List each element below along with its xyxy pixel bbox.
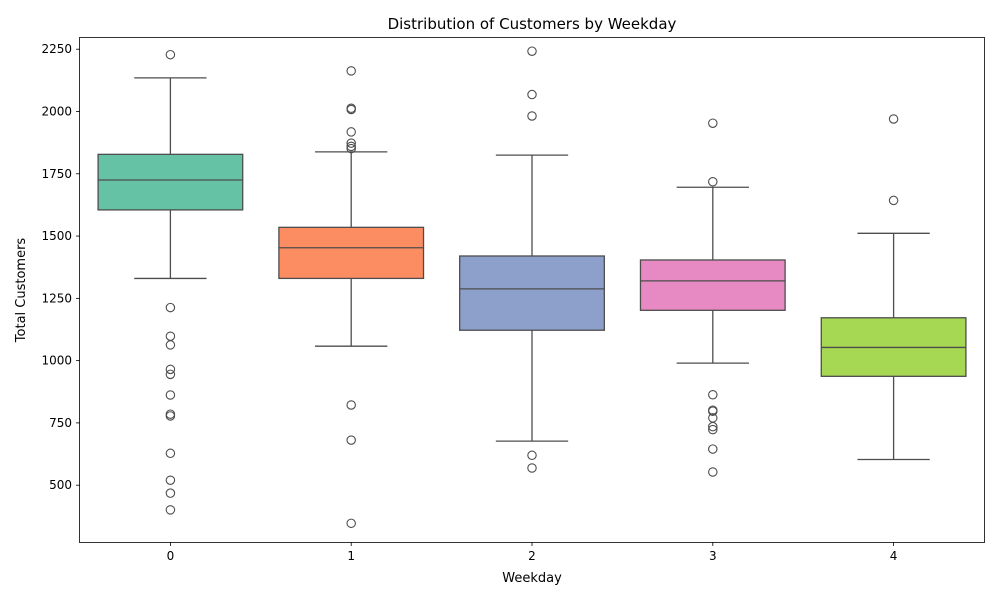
x-tick-label: 2 [528, 549, 536, 563]
outlier-point [708, 444, 718, 454]
outlier-point [165, 411, 176, 421]
y-tick-label: 1250 [41, 291, 72, 305]
outlier-point [708, 390, 718, 400]
outlier-point [165, 302, 176, 313]
outlier-point [165, 331, 176, 341]
plot-area [97, 46, 967, 529]
x-axis-label: Weekday [502, 571, 562, 586]
y-axis-label: Total Customers [14, 238, 29, 344]
outlier-point [346, 127, 356, 137]
outlier-point [346, 143, 356, 154]
box-3 [639, 259, 786, 311]
outlier-point [527, 463, 537, 473]
box-group-0 [97, 49, 244, 515]
y-tick-label: 750 [49, 416, 72, 430]
outlier-point [346, 141, 356, 152]
outlier-point [346, 435, 356, 445]
outlier-point [708, 467, 718, 477]
outlier-point [165, 49, 176, 60]
box-group-2 [459, 46, 605, 473]
box-group-4 [820, 114, 967, 461]
outlier-point [165, 505, 176, 515]
x-axis: 0 1 2 3 4 [167, 542, 898, 563]
x-tick-label: 0 [167, 549, 175, 563]
outlier-point [527, 46, 537, 56]
outlier-point [165, 369, 176, 380]
y-axis: 500 750 1000 1250 1500 1750 2000 2250 [41, 42, 80, 492]
box-1 [278, 226, 425, 280]
outlier-point [527, 450, 537, 461]
outlier-point [346, 518, 356, 529]
y-tick-label: 1000 [41, 354, 72, 368]
y-tick-label: 1500 [41, 229, 72, 243]
y-tick-label: 2000 [41, 104, 72, 118]
outlier-point [165, 390, 176, 400]
outlier-point [708, 118, 718, 128]
x-tick-label: 1 [347, 549, 355, 563]
outlier-point [708, 424, 718, 435]
outlier-point [346, 400, 356, 410]
box-0 [97, 153, 244, 211]
outlier-point [165, 448, 176, 459]
outlier-point [708, 177, 718, 187]
outlier-point [165, 475, 176, 485]
box-group-1 [278, 66, 425, 529]
outlier-point [346, 138, 356, 148]
outlier-point [888, 195, 899, 206]
outlier-point [165, 340, 176, 350]
y-tick-label: 500 [49, 478, 72, 492]
chart-title: Distribution of Customers by Weekday [388, 15, 677, 33]
outlier-point [708, 406, 718, 416]
outlier-point [708, 421, 718, 432]
y-tick-label: 1750 [41, 167, 72, 181]
box-2 [459, 255, 605, 331]
outlier-point [346, 66, 356, 76]
box-group-3 [639, 118, 786, 477]
outlier-point [527, 111, 537, 121]
y-tick-label: 2250 [41, 42, 72, 56]
outlier-point [888, 114, 899, 124]
x-tick-label: 4 [890, 549, 898, 563]
outlier-point [346, 104, 356, 115]
outlier-point [165, 488, 176, 498]
outlier-point [165, 364, 176, 375]
x-tick-label: 3 [709, 549, 717, 563]
outlier-point [527, 89, 537, 100]
